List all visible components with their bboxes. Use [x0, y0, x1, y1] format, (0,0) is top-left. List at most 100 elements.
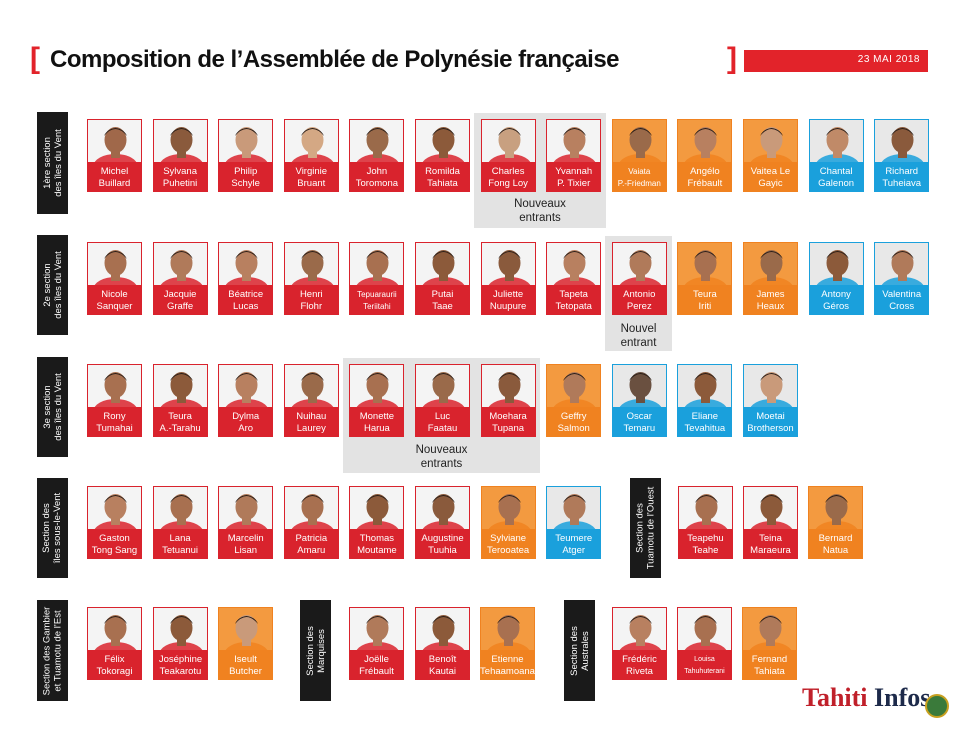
member-name-plate: Eliane Tevahitua — [677, 408, 733, 437]
member-portrait — [283, 364, 339, 408]
member-last-name: Fong Loy — [488, 177, 528, 189]
section-label-tuamotu-ouest: Section des Tuamotu de l’Ouest — [630, 478, 661, 578]
member-name-plate: Antony Géros — [808, 286, 864, 315]
member-last-name: Teahe — [692, 544, 719, 556]
date-bar: 23 MAI 2018 — [744, 50, 928, 72]
member-last-name: Kautai — [429, 665, 456, 677]
member-first-name: Moehara — [489, 410, 527, 422]
member-last-name: Tahiata — [754, 665, 785, 677]
member-card: Joëlle Frébault — [349, 607, 404, 680]
member-last-name: Lisan — [234, 544, 258, 556]
member-last-name: Laurey — [296, 422, 326, 434]
member-name-plate: Félix Tokoragi — [87, 651, 142, 680]
member-card: Teina Maraeura — [743, 486, 798, 559]
member-first-name: Moetai — [756, 410, 785, 422]
member-portrait — [611, 364, 667, 408]
member-last-name: Tahuhuterani — [684, 667, 725, 675]
member-last-name: Graffe — [166, 300, 194, 312]
member-portrait — [218, 486, 274, 530]
member-name-plate: Moetai Brotherson — [743, 408, 798, 437]
member-last-name: Riveta — [626, 665, 653, 677]
member-name-plate: Fernand Tahiata — [742, 651, 797, 680]
member-first-name: Sylvana — [163, 165, 197, 177]
member-last-name: Toromona — [355, 177, 399, 189]
member-card: Teura A.-Tarahu — [152, 364, 208, 437]
member-first-name: Fernand — [751, 653, 788, 665]
member-last-name: Cross — [889, 300, 915, 312]
member-name-plate: Sylviane Terooatea — [480, 530, 536, 559]
member-card: Luc Faatau — [415, 364, 470, 437]
member-last-name: Buillard — [98, 177, 131, 189]
member-last-name: Teriitahi — [363, 301, 391, 311]
member-last-name: Tokoragi — [96, 665, 133, 677]
member-portrait — [480, 364, 536, 408]
member-name-plate: Romilda Tahiata — [415, 163, 470, 192]
member-first-name: Charles — [491, 165, 525, 177]
section-label-iles-du-vent-3: 3e section des îles du Vent — [37, 357, 68, 457]
member-portrait — [808, 119, 864, 163]
member-portrait — [87, 364, 142, 408]
member-last-name: Brotherson — [747, 422, 794, 434]
member-first-name: Richard — [885, 165, 919, 177]
member-name-plate: Joëlle Frébault — [349, 651, 404, 680]
member-card: Iseult Butcher — [218, 607, 273, 680]
member-portrait — [283, 119, 339, 163]
member-portrait — [874, 119, 930, 163]
member-name-plate: Vaitea Le Gayic — [743, 163, 798, 192]
member-first-name: Oscar — [626, 410, 652, 422]
member-name-plate: Richard Tuheiava — [874, 163, 930, 192]
member-name-plate: Benoît Kautai — [415, 651, 470, 680]
member-last-name: Iriti — [698, 300, 712, 312]
member-first-name: Yvannah — [555, 165, 593, 177]
member-portrait — [611, 119, 667, 163]
member-name-plate: Henri Flohr — [283, 286, 339, 315]
member-card: Monette Harua — [349, 364, 405, 437]
member-last-name: Schyle — [231, 177, 260, 189]
member-card: Geffry Salmon — [546, 364, 602, 437]
member-first-name: Virginie — [295, 165, 328, 177]
member-card: Juliette Nuupure — [480, 242, 536, 315]
member-name-plate: Teura A.-Tarahu — [152, 408, 208, 437]
member-portrait — [480, 242, 536, 286]
member-first-name: Rony — [103, 410, 126, 422]
member-name-plate: Teina Maraeura — [743, 530, 798, 559]
member-card: Joséphine Teakarotu — [153, 607, 208, 680]
section-label-gambier-tuamotu-est: Section des Gambier et Tuamotu de l’Est — [37, 600, 68, 701]
member-first-name: Putai — [431, 288, 454, 300]
bracket-right: ] — [727, 42, 737, 75]
member-last-name: Moutame — [357, 544, 397, 556]
member-last-name: Galenon — [818, 177, 855, 189]
member-portrait — [612, 607, 667, 651]
member-portrait — [87, 486, 142, 530]
member-name-plate: Marcelin Lisan — [218, 530, 274, 559]
member-name-plate: Putai Taae — [415, 286, 470, 315]
member-card: Benoît Kautai — [415, 607, 470, 680]
member-portrait — [283, 486, 339, 530]
member-card: Yvannah P. Tixier — [546, 119, 602, 192]
member-first-name: Félix — [104, 653, 125, 665]
member-first-name: Michel — [100, 165, 129, 177]
member-card: Moetai Brotherson — [743, 364, 798, 437]
member-portrait — [743, 486, 798, 530]
member-card: Philip Schyle — [218, 119, 274, 192]
member-first-name: Tepuaraurii — [357, 289, 397, 299]
member-name-plate: Teumere Atger — [546, 530, 602, 559]
member-portrait — [415, 607, 470, 651]
member-last-name: Taae — [432, 300, 453, 312]
member-last-name: Puhetini — [162, 177, 198, 189]
member-card: Vaitea Le Gayic — [743, 119, 798, 192]
member-first-name: Antonio — [623, 288, 656, 300]
member-card: Virginie Bruant — [283, 119, 339, 192]
member-card: Lana Tetuanui — [152, 486, 208, 559]
member-name-plate: Nuihau Laurey — [283, 408, 339, 437]
member-portrait — [415, 364, 470, 408]
member-first-name: Antony — [821, 288, 851, 300]
member-last-name: Perez — [626, 300, 652, 312]
member-card: Louisa Tahuhuterani — [677, 607, 732, 680]
member-card: Charles Fong Loy — [480, 119, 536, 192]
member-card: Sylvana Puhetini — [152, 119, 208, 192]
member-last-name: Lucas — [233, 300, 259, 312]
member-first-name: Iseult — [234, 653, 257, 665]
member-first-name: Teapehu — [687, 532, 724, 544]
member-portrait — [480, 119, 536, 163]
